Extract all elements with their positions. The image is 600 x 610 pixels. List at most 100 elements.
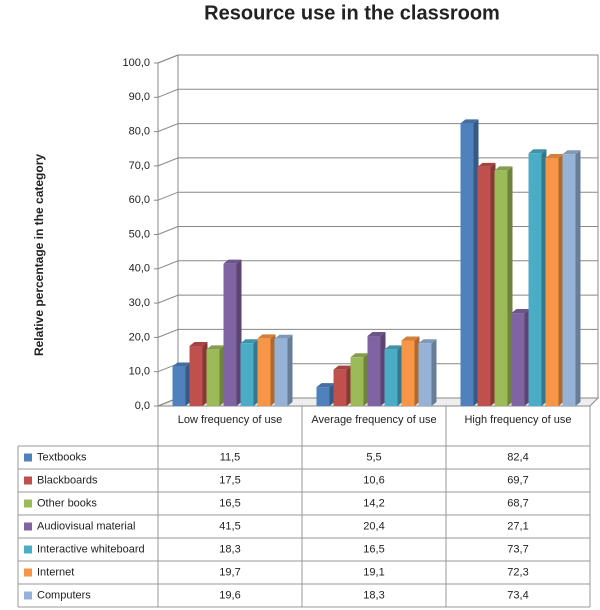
bar-side: [558, 154, 564, 406]
bar-side: [329, 383, 335, 406]
bar: [189, 345, 203, 406]
bar-side: [575, 150, 581, 406]
legend-swatch: [24, 499, 32, 508]
table-value: 19,7: [219, 566, 240, 578]
bar-top: [562, 150, 581, 155]
bar: [172, 366, 186, 406]
y-tick-label: 40,0: [129, 263, 150, 275]
legend-label: Textbooks: [37, 451, 87, 463]
table-value: 19,6: [219, 589, 240, 601]
legend-swatch: [24, 522, 32, 531]
bar-top: [418, 339, 437, 344]
bar: [367, 336, 381, 406]
x-category: Average frequency of use: [311, 414, 437, 426]
legend-swatch: [24, 545, 32, 554]
bar-top: [223, 259, 242, 264]
bar-side: [270, 334, 276, 406]
table-value: 18,3: [219, 543, 240, 555]
bar-top: [240, 339, 259, 344]
table-value: 73,4: [507, 589, 528, 601]
y-tick-label: 50,0: [129, 228, 150, 240]
table-value: 69,7: [507, 474, 528, 486]
bar-top: [528, 149, 547, 154]
legend-label: Blackboards: [37, 474, 98, 486]
legend-label: Computers: [37, 589, 91, 601]
bar: [240, 343, 254, 406]
bar-top: [206, 345, 225, 350]
chart-title: Resource use in the classroom: [204, 2, 500, 24]
x-tick-label: Low frequency of use: [177, 414, 283, 426]
bar-top: [350, 353, 369, 358]
grid-line: [157, 260, 598, 270]
bar: [562, 154, 576, 406]
table-value: 17,5: [219, 474, 240, 486]
table-value: 16,5: [363, 543, 384, 555]
y-tick-label: 100,0: [122, 57, 150, 69]
bar-top: [401, 336, 420, 341]
y-tick-label: 20,0: [129, 331, 150, 343]
bar: [350, 357, 364, 406]
bar-top: [477, 162, 496, 167]
table-value: 27,1: [507, 520, 528, 532]
bar-side: [507, 166, 513, 406]
bar-top: [257, 334, 276, 339]
bar-top: [333, 365, 352, 370]
grid-line: [157, 226, 598, 235]
legend-swatch: [24, 568, 32, 577]
bar: [333, 369, 347, 406]
table-value: 20,4: [363, 520, 384, 532]
bar-side: [541, 149, 547, 407]
y-tick-label: 0,0: [135, 400, 150, 412]
grid-line: [157, 123, 598, 133]
bar-side: [363, 353, 369, 406]
bar: [274, 338, 288, 406]
x-tick-label: Average frequency of use: [311, 414, 437, 426]
table-value: 41,5: [219, 520, 240, 532]
bar-top: [367, 332, 386, 337]
bar-top: [189, 341, 208, 346]
table-value: 73,7: [507, 543, 528, 555]
y-tick-label: 60,0: [129, 194, 150, 206]
bar: [460, 123, 474, 407]
bar-side: [524, 309, 530, 406]
bar-top: [384, 345, 403, 350]
grid-line: [157, 191, 598, 201]
y-tick-label: 10,0: [129, 366, 150, 378]
bar: [384, 349, 398, 406]
grid-line: [157, 54, 598, 64]
y-tick-label: 80,0: [129, 126, 150, 138]
legend-label: Audiovisual material: [37, 520, 135, 532]
legend-label: Internet: [37, 566, 74, 578]
legend-swatch: [24, 453, 32, 462]
bar: [316, 387, 330, 406]
bar-side: [490, 162, 496, 406]
bar-side: [431, 339, 437, 406]
bar-top: [494, 166, 513, 171]
bar-top: [511, 309, 530, 314]
table-value: 11,5: [220, 451, 241, 463]
x-tick-label: High frequency of use: [464, 414, 572, 426]
bar: [477, 166, 491, 406]
bar: [401, 340, 415, 406]
table-value: 19,1: [363, 566, 384, 578]
y-tick-label: 90,0: [129, 91, 150, 103]
bar: [223, 263, 237, 406]
bar: [206, 349, 220, 406]
legend-swatch: [24, 476, 32, 485]
bar: [545, 158, 559, 406]
bar-side: [219, 345, 225, 406]
bar-side: [185, 362, 191, 406]
bar-side: [397, 345, 403, 406]
bar-top: [274, 334, 293, 339]
table-value: 68,7: [507, 497, 528, 509]
bar-side: [253, 339, 259, 406]
table-value: 5,5: [366, 451, 381, 463]
y-axis-label: Relative percentage in the category: [32, 154, 46, 356]
bar: [528, 153, 542, 406]
y-tick-label: 70,0: [129, 160, 150, 172]
grid-line: [157, 88, 598, 98]
table-value: 16,5: [219, 497, 240, 509]
x-category: High frequency of use: [464, 414, 572, 426]
